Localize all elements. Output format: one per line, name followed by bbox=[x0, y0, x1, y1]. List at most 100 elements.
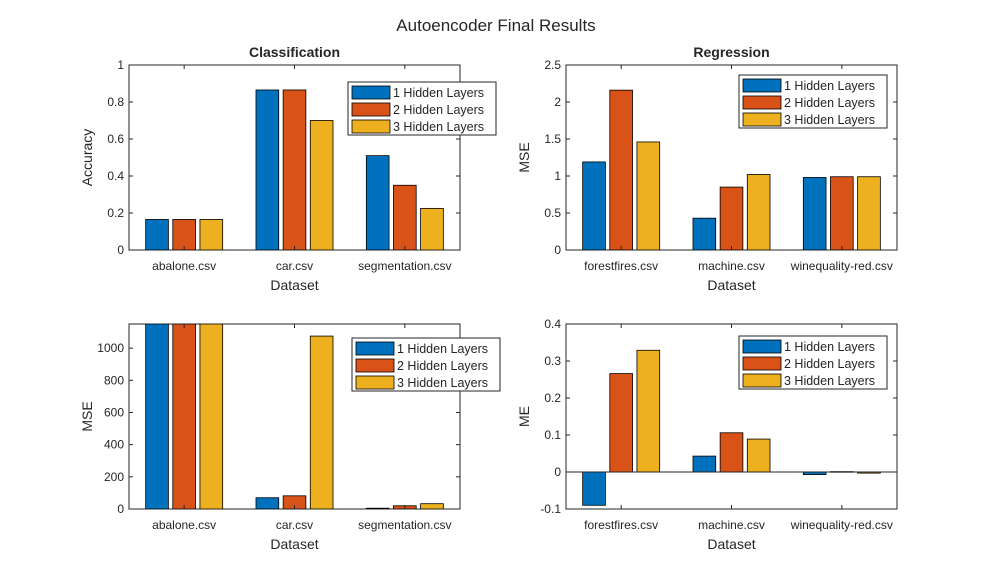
legend-label: 1 Hidden Layers bbox=[784, 340, 875, 354]
bar-1-hidden-layers-forestfires-csv bbox=[582, 161, 606, 250]
bar-1-hidden-layers-segmentation-csv bbox=[365, 155, 390, 250]
bar-3-hidden-layers-segmentation-csv bbox=[420, 503, 444, 509]
y-axis-label: MSE bbox=[516, 142, 532, 172]
category-label: winequality-red.csv bbox=[790, 518, 893, 532]
chart-3: 0 200 400 600 800 1000 abalone.csv car.csv segme… bbox=[79, 323, 501, 552]
ytick-label: 0 bbox=[554, 465, 561, 479]
ytick-label: 0.8 bbox=[107, 95, 124, 109]
y-axis-label: Accuracy bbox=[79, 129, 95, 187]
bar-3-hidden-layers-winequality-red-csv bbox=[857, 176, 881, 250]
bar-2-hidden-layers-car-csv bbox=[282, 89, 307, 250]
bar-1-hidden-layers-car-csv bbox=[255, 89, 280, 250]
bar-3-hidden-layers-segmentation-csv bbox=[420, 207, 444, 250]
bar-3-hidden-layers-machine-csv bbox=[746, 438, 771, 473]
legend-label: 3 Hidden Layers bbox=[397, 376, 488, 390]
bars bbox=[582, 349, 881, 506]
ytick-label: 800 bbox=[104, 373, 124, 387]
bar-2-hidden-layers-machine-csv bbox=[719, 432, 744, 473]
bar-3-hidden-layers-forestfires-csv bbox=[636, 141, 661, 250]
category-label: segmentation.csv bbox=[358, 518, 451, 532]
ytick-label: 0.6 bbox=[107, 132, 124, 146]
ytick-label: 0.4 bbox=[544, 317, 561, 331]
bar-2-hidden-layers-segmentation-csv bbox=[393, 184, 417, 250]
legend-swatch bbox=[351, 102, 391, 117]
ytick-label: 0.3 bbox=[544, 354, 561, 368]
legend-label: 2 Hidden Layers bbox=[397, 359, 488, 373]
plots-group: 0 0.2 0.4 0.6 0.8 1 abalone.csv car.csv segmenta… bbox=[79, 44, 898, 552]
bar-1-hidden-layers-machine-csv bbox=[692, 217, 717, 250]
ytick-label: 0.2 bbox=[544, 391, 561, 405]
ytick-label: -0.1 bbox=[540, 502, 561, 516]
ytick-label: 0.4 bbox=[107, 169, 124, 183]
bar-2-hidden-layers-abalone-csv bbox=[172, 219, 196, 250]
bar-1-hidden-layers-abalone-csv bbox=[145, 219, 169, 250]
legend-swatch bbox=[742, 78, 782, 93]
bar-3-hidden-layers-abalone-csv bbox=[199, 219, 224, 250]
ytick-label: 1 bbox=[554, 169, 561, 183]
category-label: machine.csv bbox=[698, 518, 765, 532]
bars bbox=[582, 89, 881, 250]
legend-label: 2 Hidden Layers bbox=[784, 96, 875, 110]
x-axis-label: Dataset bbox=[270, 277, 318, 293]
legend-label: 1 Hidden Layers bbox=[393, 86, 484, 100]
category-label: car.csv bbox=[276, 518, 313, 532]
ytick-label: 2.5 bbox=[544, 58, 561, 72]
legend: 1 Hidden Layers 2 Hidden Layers 3 Hidden L… bbox=[351, 337, 501, 392]
x-axis-label: Dataset bbox=[707, 277, 755, 293]
legend-swatch bbox=[742, 112, 782, 127]
bar-1-hidden-layers-machine-csv bbox=[692, 455, 717, 473]
legend-label: 3 Hidden Layers bbox=[393, 120, 484, 134]
bar-1-hidden-layers-car-csv bbox=[255, 497, 280, 509]
ytick-label: 0.2 bbox=[107, 206, 124, 220]
category-label: forestfires.csv bbox=[584, 259, 658, 273]
legend-swatch bbox=[742, 339, 782, 354]
subplot-title: Classification bbox=[249, 44, 340, 60]
bar-3-hidden-layers-machine-csv bbox=[746, 174, 771, 250]
legend-swatch bbox=[742, 373, 782, 388]
ytick-label: 0 bbox=[554, 243, 561, 257]
legend-swatch bbox=[742, 356, 782, 371]
ytick-label: 0 bbox=[117, 243, 124, 257]
legend-swatch bbox=[355, 375, 395, 390]
y-axis-label: MSE bbox=[79, 401, 95, 431]
bar-1-hidden-layers-abalone-csv bbox=[145, 324, 169, 509]
bar-3-hidden-layers-car-csv bbox=[309, 120, 334, 250]
legend-label: 3 Hidden Layers bbox=[784, 374, 875, 388]
legend-label: 2 Hidden Layers bbox=[784, 357, 875, 371]
ytick-label: 1.5 bbox=[544, 132, 561, 146]
category-label: winequality-red.csv bbox=[790, 259, 893, 273]
legend-swatch bbox=[742, 95, 782, 110]
legend-swatch bbox=[351, 85, 391, 100]
ytick-label: 1000 bbox=[97, 341, 124, 355]
legend: 1 Hidden Layers 2 Hidden Layers 3 Hidden L… bbox=[347, 81, 497, 136]
category-label: segmentation.csv bbox=[358, 259, 451, 273]
ytick-label: 0.5 bbox=[544, 206, 561, 220]
legend-label: 2 Hidden Layers bbox=[393, 103, 484, 117]
category-label: forestfires.csv bbox=[584, 518, 658, 532]
ytick-label: 0 bbox=[117, 502, 124, 516]
legend-label: 1 Hidden Layers bbox=[784, 79, 875, 93]
legend-swatch bbox=[355, 341, 395, 356]
bar-2-hidden-layers-forestfires-csv bbox=[609, 373, 633, 473]
ytick-label: 2 bbox=[554, 95, 561, 109]
bar-3-hidden-layers-car-csv bbox=[309, 335, 334, 509]
legend-swatch bbox=[355, 358, 395, 373]
legend-label: 3 Hidden Layers bbox=[784, 113, 875, 127]
bar-2-hidden-layers-winequality-red-csv bbox=[830, 176, 854, 250]
y-axis-label: ME bbox=[516, 406, 532, 427]
bars bbox=[145, 89, 444, 250]
ytick-label: 200 bbox=[104, 470, 124, 484]
category-label: car.csv bbox=[276, 259, 313, 273]
chart-4: -0.1 0 0.1 0.2 0.3 0.4 forestfires.csv machine.… bbox=[516, 317, 898, 552]
figure-title: Autoencoder Final Results bbox=[396, 16, 595, 35]
bar-1-hidden-layers-segmentation-csv bbox=[365, 507, 390, 509]
category-label: abalone.csv bbox=[152, 518, 216, 532]
legend: 1 Hidden Layers 2 Hidden Layers 3 Hidden L… bbox=[738, 335, 888, 390]
x-axis-label: Dataset bbox=[270, 536, 318, 552]
legend: 1 Hidden Layers 2 Hidden Layers 3 Hidden L… bbox=[738, 74, 888, 129]
bar-3-hidden-layers-abalone-csv bbox=[199, 324, 224, 509]
bar-2-hidden-layers-abalone-csv bbox=[172, 324, 196, 509]
chart-1: 0 0.2 0.4 0.6 0.8 1 abalone.csv car.csv segmenta… bbox=[79, 44, 497, 293]
x-axis-label: Dataset bbox=[707, 536, 755, 552]
